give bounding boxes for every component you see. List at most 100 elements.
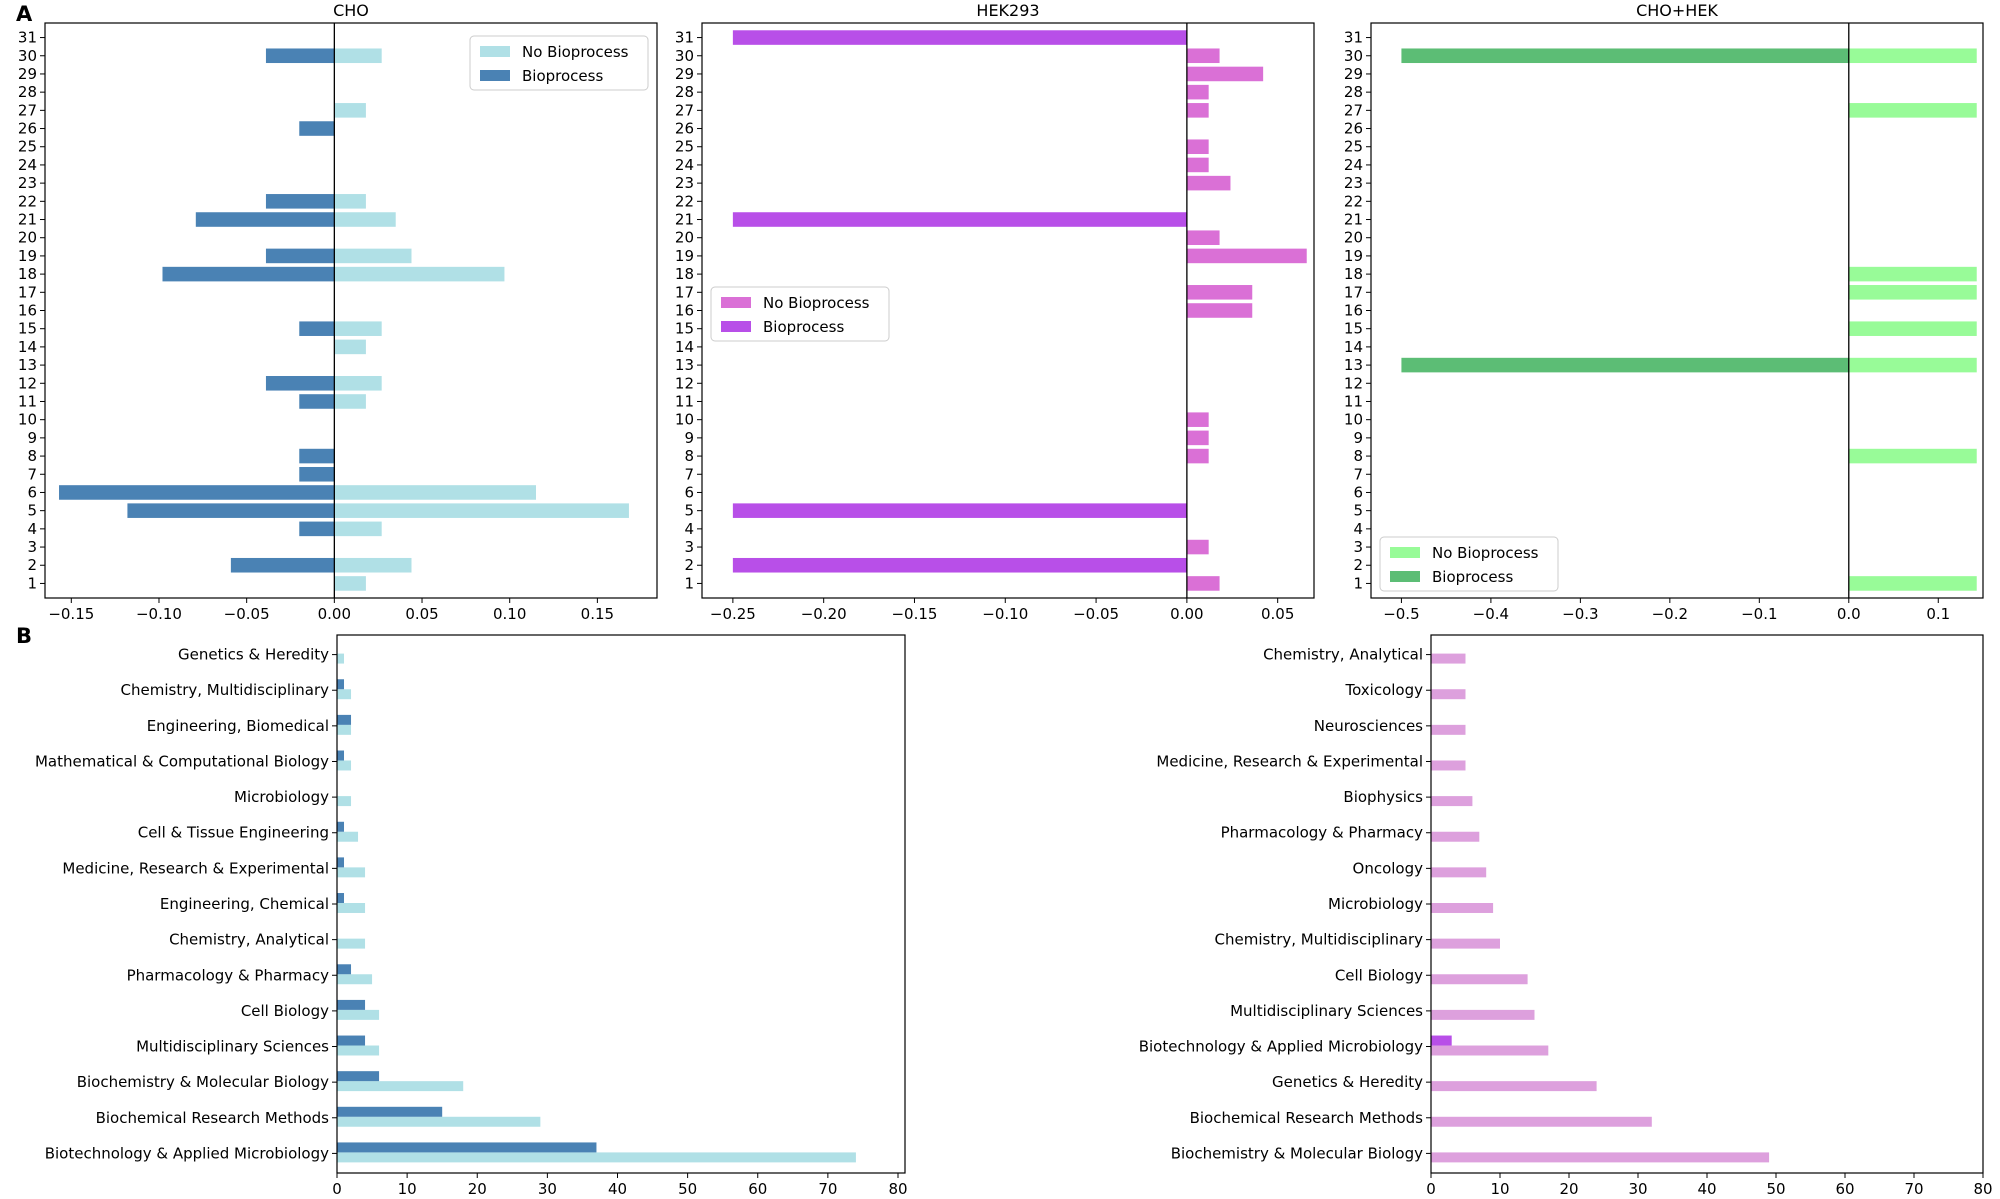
y-tick-label: 5 [1353, 502, 1363, 520]
y-tick-label: 23 [1344, 174, 1363, 192]
y-tick-label: Chemistry, Analytical [1263, 646, 1423, 664]
bar-no-bioprocess-15 [337, 653, 345, 664]
y-tick-label: 13 [18, 356, 37, 374]
y-tick-label: 11 [1344, 392, 1363, 410]
y-tick-label: 24 [675, 156, 694, 174]
legend-swatch [480, 70, 510, 81]
bar-no-bioprocess-9 [1186, 430, 1209, 446]
x-tick-label: −0.25 [710, 605, 756, 623]
bar-bioprocess-15 [299, 321, 335, 336]
bar-bioprocess-11 [299, 394, 335, 409]
y-tick-label: 30 [1344, 47, 1363, 65]
y-tick-label: Chemistry, Multidisciplinary [121, 681, 330, 699]
y-tick-label: 25 [18, 138, 37, 156]
y-tick-label: Biochemical Research Methods [1190, 1109, 1424, 1127]
x-tick-label: −0.3 [1562, 605, 1598, 623]
y-tick-label: 26 [675, 120, 694, 138]
y-tick-label: 26 [18, 120, 37, 138]
x-tick-label: 0 [332, 1180, 342, 1198]
x-tick-label: −0.1 [1741, 605, 1777, 623]
y-tick-label: 31 [18, 29, 37, 47]
y-tick-label: 20 [675, 229, 694, 247]
bar-no-bioprocess-1 [334, 576, 366, 591]
y-tick-label: Cell Biology [241, 1002, 329, 1020]
y-tick-label: Medicine, Research & Experimental [62, 859, 329, 877]
bar-no-bioprocess-7 [337, 938, 366, 949]
x-tick-label: 10 [398, 1180, 417, 1198]
bar-no-bioprocess-1 [1186, 576, 1220, 591]
y-tick-label: 27 [18, 101, 37, 119]
chart-hek: HEK293 −0.25 −0.20 −0.15 −0.10 −0.05 0.00 0.05 1… [675, 1, 1315, 623]
bar-bioprocess-4 [299, 521, 335, 537]
y-tick-label: 2 [684, 556, 694, 574]
y-tick-label: 6 [27, 483, 37, 501]
bar-bioprocess-2 [732, 557, 1187, 573]
bar-no-bioprocess-2 [334, 557, 412, 573]
y-tick-label: 4 [684, 520, 694, 538]
bar-no-bioprocess-27 [1186, 103, 1209, 118]
chart-title: HEK293 [976, 1, 1039, 20]
y-tick-label: Microbiology [234, 788, 329, 806]
y-tick-label: 1 [1353, 574, 1363, 592]
bar-no-bioprocess-2 [1431, 1116, 1652, 1127]
bar-no-bioprocess-23 [1186, 175, 1231, 191]
chart-hek_cat: 0 10 20 30 40 50 60 70 80 Biochemistry & Molecula… [1139, 634, 1993, 1198]
y-tick-label: 20 [18, 229, 37, 247]
y-tick-label: 19 [18, 247, 37, 265]
y-tick-label: 10 [18, 411, 37, 429]
y-tick-label: Biotechnology & Applied Microbiology [45, 1144, 329, 1162]
y-tick-label: 26 [1344, 120, 1363, 138]
axes-frame [336, 634, 906, 1174]
bar-bioprocess-19 [265, 248, 335, 264]
bar-bioprocess-14 [337, 679, 345, 690]
y-tick-label: Neurosciences [1314, 717, 1423, 735]
y-tick-label: 28 [18, 83, 37, 101]
y-tick-label: 18 [18, 265, 37, 283]
y-tick-label: 28 [675, 83, 694, 101]
bar-no-bioprocess-12 [334, 376, 382, 391]
chart-title: CHO+HEK [1636, 1, 1718, 20]
y-tick-label: 14 [18, 338, 37, 356]
bar-no-bioprocess-4 [1431, 1045, 1549, 1056]
y-tick-label: 4 [1353, 520, 1363, 538]
bar-bioprocess-1 [337, 1142, 597, 1153]
y-tick-label: 14 [1344, 338, 1363, 356]
bar-bioprocess-3 [337, 1071, 380, 1082]
y-tick-label: Biochemistry & Molecular Biology [1171, 1144, 1423, 1162]
y-tick-label: 7 [27, 465, 37, 483]
chart-cho: CHO−0.15 −0.10 −0.05 0.00 0.05 0.10 0.15123456… [18, 1, 658, 623]
y-tick-label: Genetics & Heredity [1272, 1073, 1423, 1091]
y-tick-label: 2 [27, 556, 37, 574]
bar-no-bioprocess-10 [1186, 412, 1209, 427]
bar-no-bioprocess-15 [1848, 321, 1977, 336]
x-tick-label: 0.05 [1261, 605, 1294, 623]
y-tick-label: 24 [18, 156, 37, 174]
y-tick-label: Multidisciplinary Sciences [136, 1038, 329, 1056]
bar-no-bioprocess-30 [334, 48, 382, 64]
bar-no-bioprocess-1 [1431, 1152, 1770, 1163]
bar-no-bioprocess-10 [1431, 831, 1480, 842]
y-tick-label: 22 [675, 192, 694, 210]
legend-box [469, 35, 649, 91]
bar-bioprocess-4 [337, 1035, 366, 1046]
y-tick-label: 29 [1344, 65, 1363, 83]
bar-no-bioprocess-3 [1431, 1081, 1597, 1092]
y-tick-label: 19 [1344, 247, 1363, 265]
bar-no-bioprocess-27 [334, 103, 366, 118]
bar-bioprocess-21 [732, 212, 1187, 227]
bar-bioprocess-26 [299, 121, 335, 136]
y-tick-label: Oncology [1353, 859, 1424, 877]
x-tick-label: 40 [608, 1180, 627, 1198]
bar-no-bioprocess-18 [334, 266, 505, 282]
y-tick-label: 17 [18, 283, 37, 301]
chart-chohek: CHO+HEK−0.5 −0.4 −0.3 −0.2 −0.1 0.0 0.11234567… [1344, 1, 1984, 623]
y-tick-label: Multidisciplinary Sciences [1230, 1002, 1423, 1020]
bar-no-bioprocess-4 [337, 1045, 380, 1056]
bar-no-bioprocess-5 [337, 1009, 380, 1020]
bar-no-bioprocess-25 [1186, 139, 1209, 155]
bar-bioprocess-18 [162, 266, 335, 282]
bar-no-bioprocess-24 [1186, 157, 1209, 173]
y-tick-label: 25 [675, 138, 694, 156]
x-tick-label: 20 [1559, 1180, 1578, 1198]
axes-frame [1430, 634, 1984, 1174]
